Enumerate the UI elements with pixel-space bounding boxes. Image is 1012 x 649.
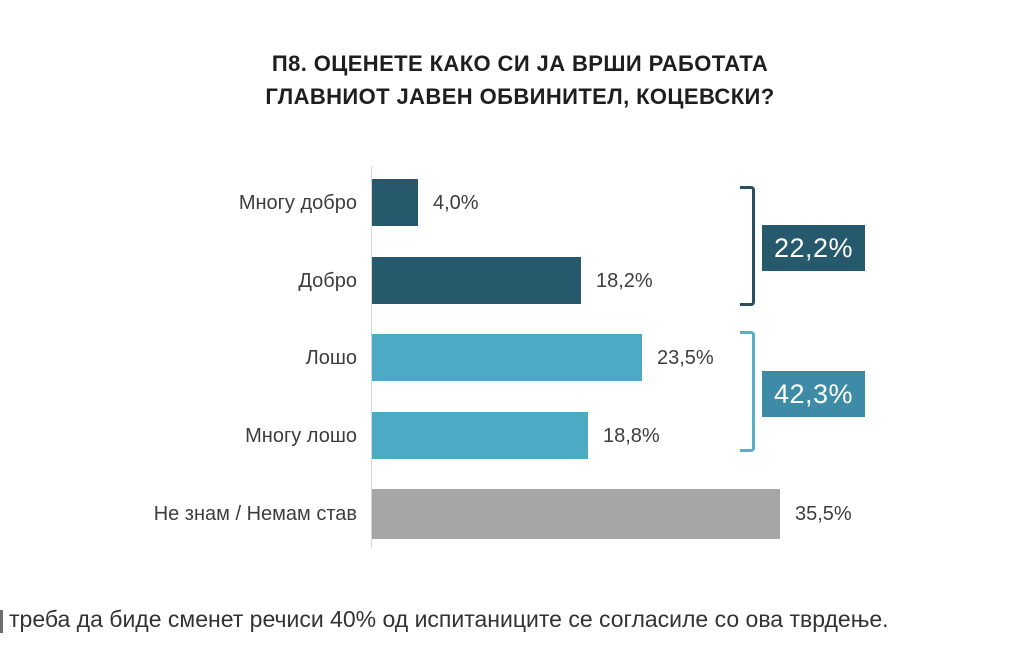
chart-title: П8. ОЦЕНЕТЕ КАКО СИ ЈА ВРШИ РАБОТАТА ГЛА… [14, 47, 1012, 113]
category-label: Лошо [305, 346, 357, 369]
group-total-positive: 22,2% [762, 225, 865, 271]
value-label: 18,2% [596, 269, 653, 292]
footnote-text: треба да биде сменет речиси 40% од испит… [9, 606, 889, 632]
group-bracket-negative [740, 331, 755, 452]
bar [372, 179, 418, 226]
value-label: 23,5% [657, 346, 714, 369]
clipped-character-fragment [0, 610, 3, 633]
category-label: Не знам / Немам став [153, 503, 357, 525]
category-label: Добро [298, 269, 357, 292]
category-label: Многу лошо [245, 424, 357, 447]
bar [372, 412, 588, 459]
value-label: 35,5% [795, 503, 852, 525]
bar [372, 257, 581, 304]
bar [372, 334, 642, 381]
category-label: Многу добро [238, 191, 357, 214]
value-label: 18,8% [603, 424, 660, 447]
group-bracket-positive [740, 186, 755, 306]
value-label: 4,0% [433, 191, 479, 214]
chart-title-line-2: ГЛАВНИОТ ЈАВЕН ОБВИНИТЕЛ, КОЦЕВСКИ? [265, 84, 775, 109]
group-total-negative: 42,3% [762, 371, 865, 417]
chart-title-line-1: П8. ОЦЕНЕТЕ КАКО СИ ЈА ВРШИ РАБОТАТА [271, 51, 769, 76]
y-axis-line [371, 166, 372, 548]
bar [372, 489, 780, 539]
